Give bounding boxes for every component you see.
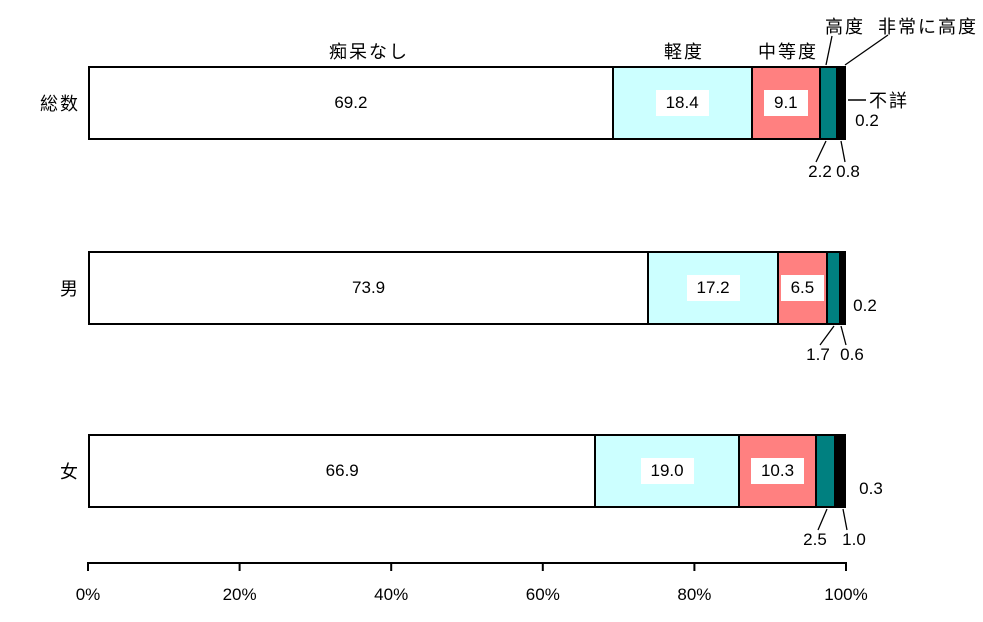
- axis-tick-label-40: 40%: [374, 585, 409, 604]
- segment-no-dementia: 66.9: [90, 436, 595, 506]
- value-label-very-severe-total: 0.8: [836, 162, 860, 181]
- value-label-unknown-total: 0.2: [855, 111, 879, 130]
- value-label-no-dementia: 66.9: [315, 457, 369, 485]
- segment-no-dementia: 73.9: [90, 253, 648, 323]
- leader-line-very-severe-female: [842, 508, 848, 531]
- segment-very-severe: [834, 436, 842, 506]
- segment-severe: [825, 253, 839, 323]
- leader-line-very-severe-total-top: [844, 34, 889, 66]
- segment-mild: 19.0: [594, 436, 738, 506]
- value-label-severe-female: 2.5: [803, 530, 827, 549]
- segment-moderate: 9.1: [750, 68, 820, 138]
- bar-female: 66.9 19.0 10.3: [88, 434, 846, 508]
- value-label-no-dementia: 73.9: [342, 274, 396, 302]
- value-label-mild: 19.0: [640, 457, 694, 485]
- leader-line-severe-male: [819, 325, 835, 346]
- segment-no-dementia: 69.2: [90, 68, 612, 138]
- leader-line-very-severe-total: [840, 140, 846, 163]
- axis-tick-label-60: 60%: [525, 585, 560, 604]
- value-label-severe-total: 2.2: [808, 162, 832, 181]
- value-label-mild: 18.4: [655, 89, 709, 117]
- bar-total: 69.2 18.4 9.1: [88, 66, 846, 140]
- segment-moderate: 6.5: [776, 253, 826, 323]
- value-label-very-severe-female: 1.0: [842, 530, 866, 549]
- segment-severe: [815, 436, 835, 506]
- segment-severe: [819, 68, 836, 138]
- value-label-unknown-male: 0.2: [853, 296, 877, 315]
- segment-moderate: 10.3: [737, 436, 816, 506]
- axis-tick-label-20: 20%: [222, 585, 257, 604]
- value-label-unknown-female: 0.3: [859, 479, 883, 498]
- series-label-no-dementia: 痴呆なし: [329, 42, 409, 62]
- category-label-total: 総数: [40, 94, 80, 114]
- segment-unknown: [843, 253, 844, 323]
- value-label-moderate: 9.1: [763, 89, 808, 117]
- value-label-severe-male: 1.7: [806, 345, 830, 364]
- axis-tick-label-0: 0%: [75, 585, 101, 604]
- series-label-unknown: 不詳: [869, 91, 909, 111]
- leader-line-severe-total: [815, 140, 827, 163]
- series-label-moderate: 中等度: [758, 42, 818, 62]
- segment-unknown: [841, 68, 844, 138]
- segment-mild: 18.4: [611, 68, 751, 138]
- segment-very-severe: [835, 68, 842, 138]
- category-label-male: 男: [60, 279, 80, 299]
- axis-tick-label-80: 80%: [677, 585, 712, 604]
- segment-very-severe: [838, 253, 844, 323]
- leader-line-very-severe-male: [840, 325, 847, 346]
- value-label-very-severe-male: 0.6: [840, 345, 864, 364]
- series-label-very-severe: 非常に高度: [878, 17, 978, 37]
- value-label-mild: 17.2: [686, 274, 740, 302]
- value-label-no-dementia: 69.2: [324, 89, 378, 117]
- axis-tick-label-100: 100%: [824, 585, 868, 604]
- segment-mild: 17.2: [647, 253, 777, 323]
- series-label-mild: 軽度: [664, 42, 704, 62]
- category-label-female: 女: [60, 462, 80, 482]
- series-label-severe: 高度: [825, 17, 865, 37]
- value-label-moderate: 10.3: [750, 457, 805, 485]
- value-label-moderate: 6.5: [780, 274, 825, 302]
- leader-line-severe-female: [817, 508, 828, 531]
- segment-unknown: [841, 436, 844, 506]
- bar-male: 73.9 17.2 6.5: [88, 251, 846, 325]
- leader-line-severe-total-top: [825, 35, 833, 66]
